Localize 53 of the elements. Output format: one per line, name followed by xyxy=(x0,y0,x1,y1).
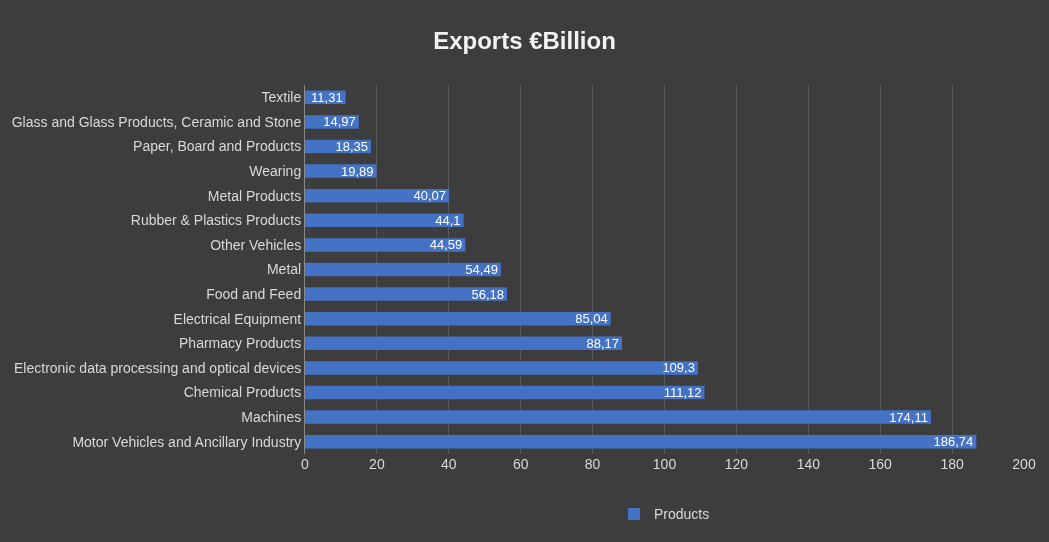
x-tick-label: 200 xyxy=(1012,456,1036,472)
data-label: 109,3 xyxy=(662,360,695,376)
y-tick-label: Wearing xyxy=(249,163,302,179)
bar xyxy=(305,361,698,375)
data-label: 85,04 xyxy=(575,311,608,327)
bar xyxy=(305,287,507,301)
bar xyxy=(305,434,977,449)
data-label: 88,17 xyxy=(586,335,619,351)
data-label: 174,11 xyxy=(889,409,928,425)
y-tick-label: Metal Products xyxy=(207,187,302,204)
y-tick-label: Electronic data processing and optical devices xyxy=(14,359,302,376)
y-tick-label: Paper, Board and Products xyxy=(133,138,302,155)
data-label: 18,35 xyxy=(335,139,368,155)
data-label: 54,49 xyxy=(465,262,498,278)
y-tick-label: Other Vehicles xyxy=(210,236,302,253)
y-tick-label: Machines xyxy=(241,409,302,425)
x-tick-label: 160 xyxy=(868,456,893,472)
data-label: 56,18 xyxy=(471,286,504,302)
y-tick-label: Metal xyxy=(266,261,302,278)
chart-title: Exports €Billion xyxy=(433,27,616,55)
y-tick-label: Rubber & Plastics Products xyxy=(130,212,302,229)
x-tick-label: 120 xyxy=(724,456,749,472)
data-label: 186,74 xyxy=(933,434,974,450)
legend-label: Products xyxy=(654,506,710,523)
y-tick-label: Food and Feed xyxy=(206,286,302,302)
bar xyxy=(305,262,501,277)
y-tick-label: Pharmacy Products xyxy=(179,335,302,352)
x-tick-label: 180 xyxy=(940,456,964,472)
y-tick-label: Chemical Products xyxy=(183,384,302,401)
x-tick-label: 80 xyxy=(584,456,601,472)
bar xyxy=(305,385,705,400)
x-tick-label: 20 xyxy=(369,456,385,472)
y-tick-label: Electrical Equipment xyxy=(173,310,302,327)
x-tick-label: 40 xyxy=(441,456,457,472)
data-label: 40,07 xyxy=(413,188,447,204)
data-label: 14,97 xyxy=(323,114,356,130)
y-tick-label: Motor Vehicles and Ancillary Industry xyxy=(72,433,302,450)
bar xyxy=(305,311,611,326)
data-label: 111,12 xyxy=(663,385,702,401)
bar xyxy=(305,213,464,228)
data-label: 19,89 xyxy=(340,163,374,179)
data-label: 11,31 xyxy=(311,89,343,105)
bar xyxy=(305,238,466,252)
data-label: 44,59 xyxy=(429,237,463,253)
bar xyxy=(305,410,931,424)
y-tick-label: Glass and Glass Products, Ceramic and Stone xyxy=(11,113,302,130)
bar xyxy=(305,336,622,351)
x-tick-label: 0 xyxy=(301,456,310,472)
x-tick-label: 100 xyxy=(652,456,677,472)
x-tick-label: 140 xyxy=(796,456,821,472)
y-tick-label: Textile xyxy=(261,89,302,106)
x-tick-label: 60 xyxy=(512,456,529,472)
data-label: 44,1 xyxy=(435,212,461,228)
